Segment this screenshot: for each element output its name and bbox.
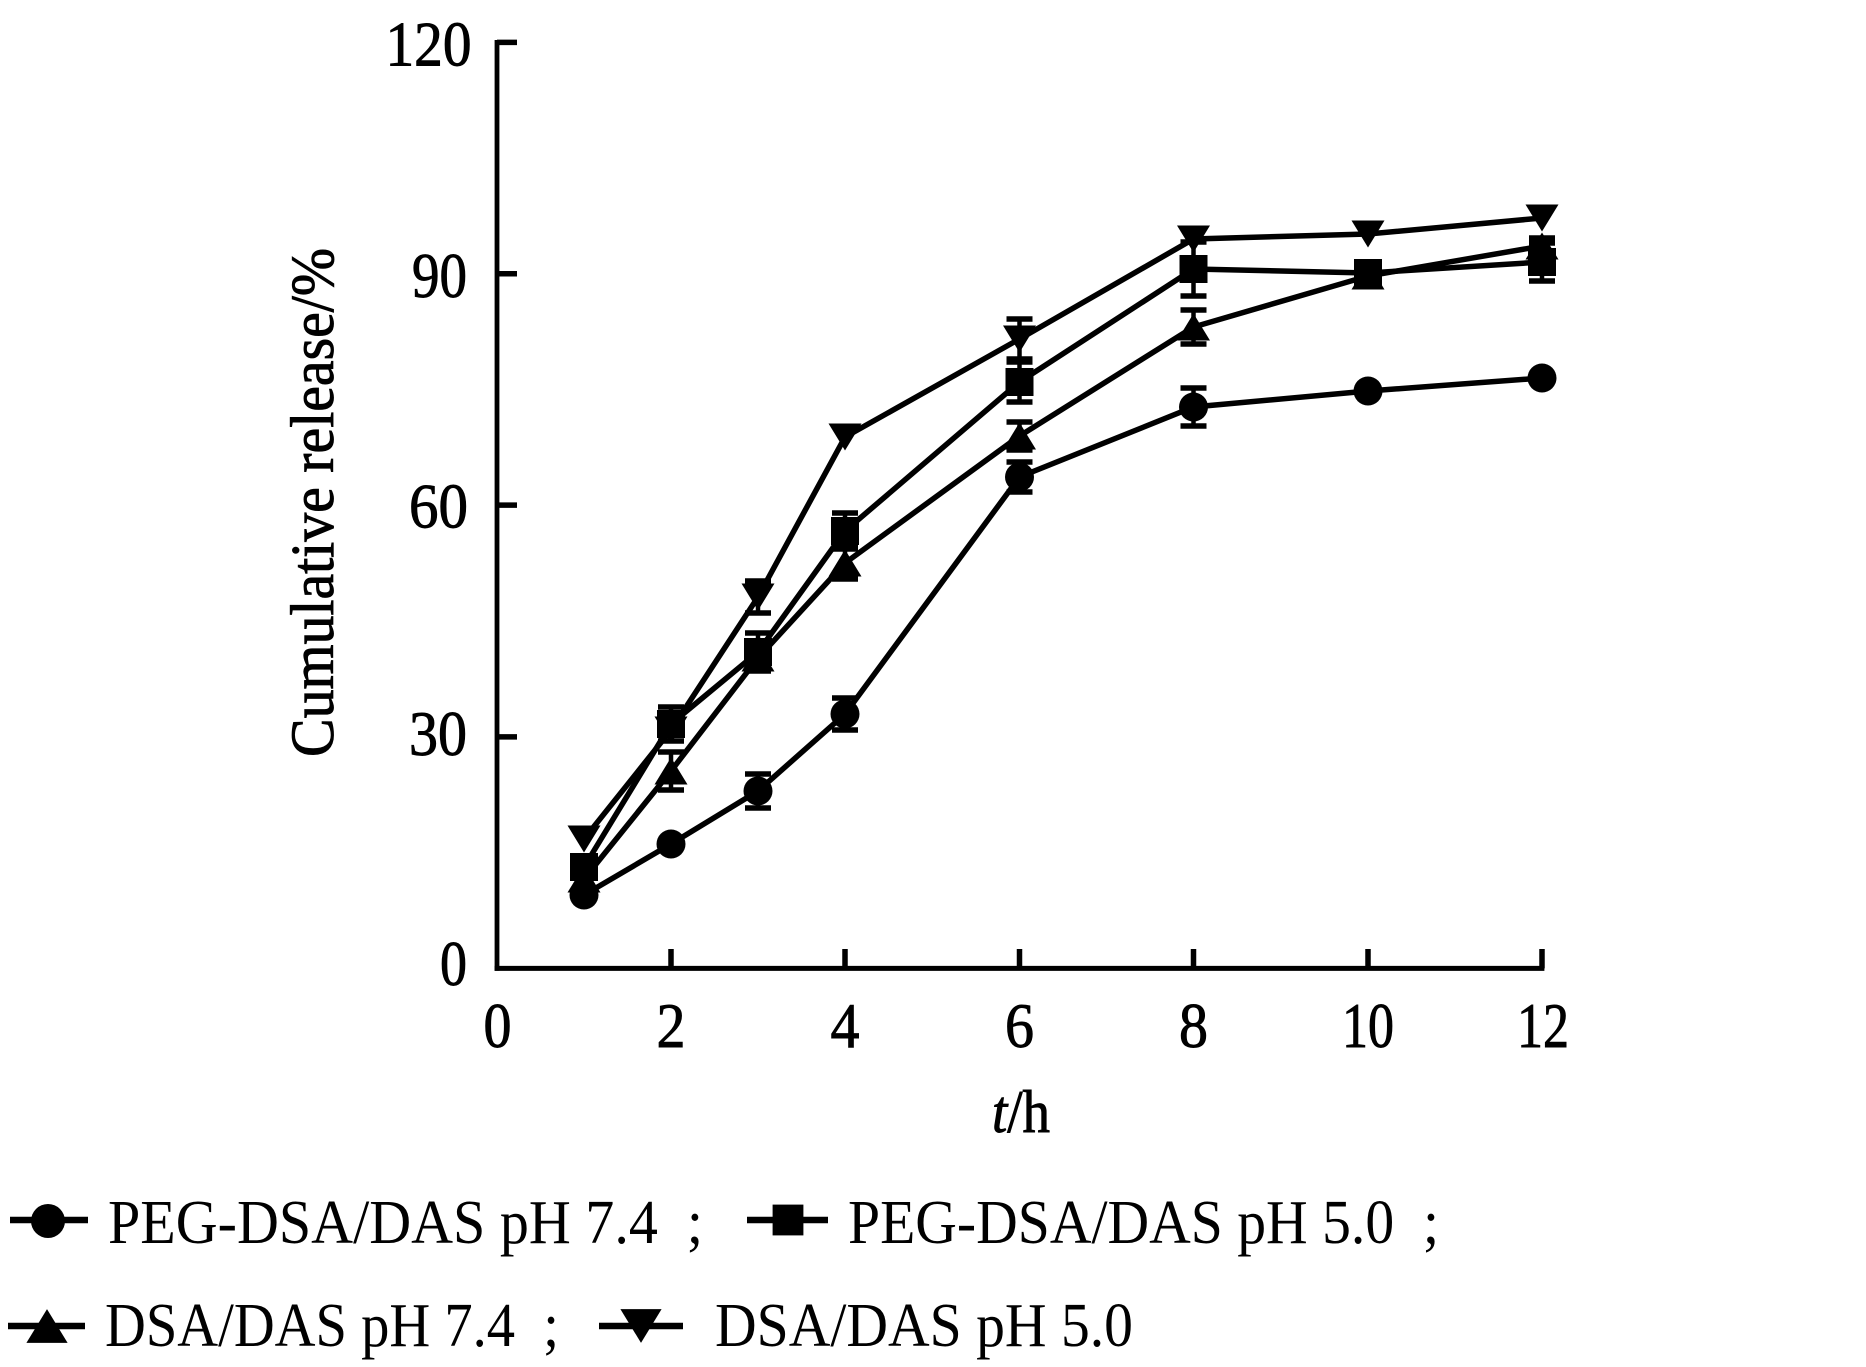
svg-text:DSA/DAS pH 5.0: DSA/DAS pH 5.0 xyxy=(715,1292,1133,1360)
svg-text:DSA/DAS pH 7.4 ;: DSA/DAS pH 7.4 ; xyxy=(105,1292,559,1360)
svg-text:10: 10 xyxy=(1342,990,1394,1061)
svg-text:t/h: t/h xyxy=(992,1079,1050,1145)
svg-text:0: 0 xyxy=(484,990,512,1061)
svg-text:PEG-DSA/DAS pH 7.4 ;: PEG-DSA/DAS pH 7.4 ; xyxy=(108,1189,703,1257)
svg-text:PEG-DSA/DAS pH 5.0 ;: PEG-DSA/DAS pH 5.0 ; xyxy=(848,1189,1439,1257)
svg-text:90: 90 xyxy=(412,240,467,311)
svg-text:12: 12 xyxy=(1517,990,1569,1061)
svg-text:6: 6 xyxy=(1005,990,1034,1061)
svg-text:0: 0 xyxy=(440,928,467,999)
svg-text:120: 120 xyxy=(386,9,472,80)
svg-text:60: 60 xyxy=(409,471,468,542)
svg-text:Cumulative release/%: Cumulative release/% xyxy=(280,248,347,757)
svg-text:4: 4 xyxy=(831,990,860,1061)
svg-text:2: 2 xyxy=(657,990,686,1061)
svg-text:30: 30 xyxy=(409,698,467,769)
svg-text:8: 8 xyxy=(1179,990,1208,1061)
